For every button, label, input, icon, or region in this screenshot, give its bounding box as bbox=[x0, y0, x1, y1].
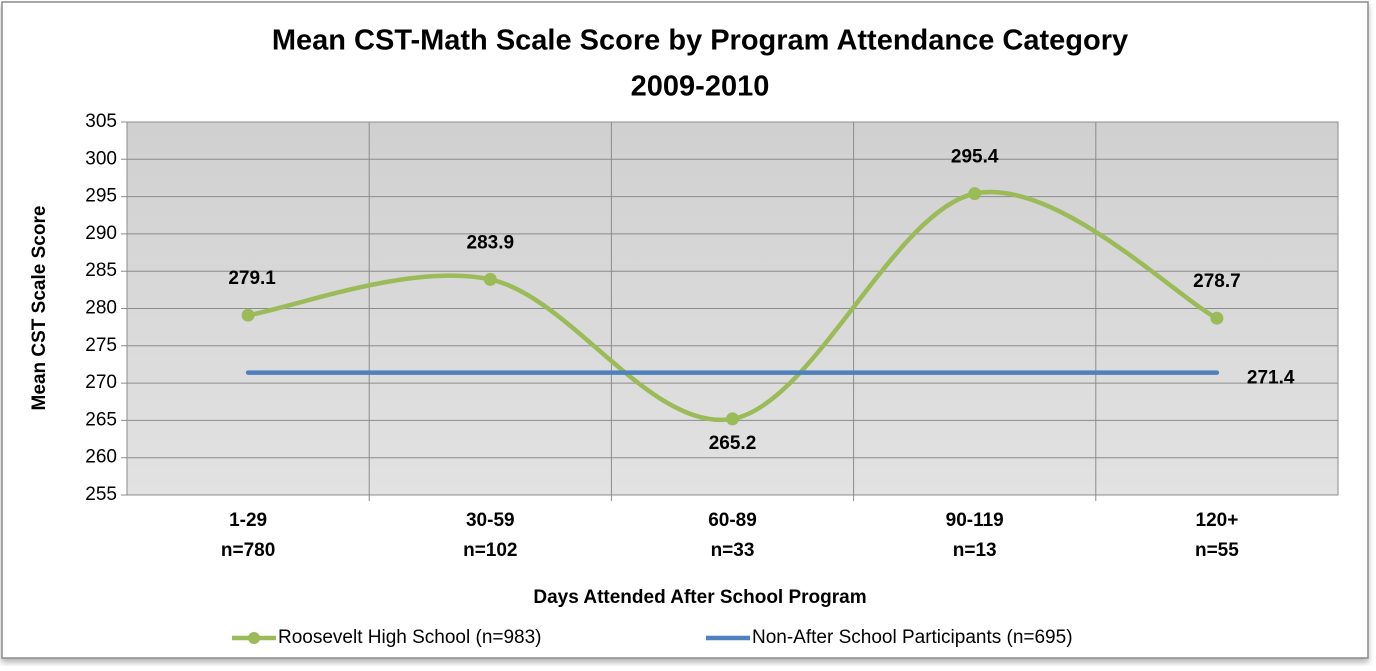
x-tick-label: 30-59 bbox=[466, 510, 515, 531]
legend-label: Non-After School Participants (n=695) bbox=[752, 627, 1073, 648]
y-tick-label: 290 bbox=[85, 223, 117, 244]
y-tick-label: 305 bbox=[85, 111, 117, 132]
legend-label: Roosevelt High School (n=983) bbox=[278, 627, 542, 648]
x-tick-label: 90-119 bbox=[946, 510, 1004, 531]
x-tick-label: n=780 bbox=[221, 540, 275, 561]
y-tick-label: 280 bbox=[85, 298, 117, 319]
data-label: 283.9 bbox=[467, 232, 515, 253]
series-line bbox=[245, 189, 1220, 423]
data-point bbox=[1210, 311, 1224, 325]
x-tick-label: n=33 bbox=[711, 540, 755, 561]
x-tick-label: 1-29 bbox=[229, 510, 267, 531]
x-tick-label: 120+ bbox=[1196, 510, 1239, 531]
data-label: 271.4 bbox=[1247, 368, 1295, 389]
y-tick-label: 255 bbox=[85, 484, 117, 505]
data-label: 278.7 bbox=[1193, 271, 1241, 292]
x-axis-label: Days Attended After School Program bbox=[533, 587, 866, 608]
data-point bbox=[968, 187, 982, 201]
y-axis-label: Mean CST Scale Score bbox=[29, 206, 50, 411]
data-label: 265.2 bbox=[709, 433, 757, 454]
data-point bbox=[483, 272, 497, 286]
x-tick-label: 60-89 bbox=[708, 510, 757, 531]
data-label: 295.4 bbox=[951, 147, 999, 168]
y-tick-label: 295 bbox=[85, 186, 117, 207]
x-tick-label: n=55 bbox=[1195, 540, 1239, 561]
legend-marker bbox=[248, 632, 260, 644]
y-tick-label: 285 bbox=[85, 260, 117, 281]
data-point bbox=[726, 412, 739, 426]
chart-title: 2009-2010 bbox=[631, 71, 770, 103]
y-tick-label: 265 bbox=[85, 409, 117, 430]
y-tick-label: 260 bbox=[85, 447, 117, 468]
data-point bbox=[241, 308, 255, 322]
y-tick-label: 275 bbox=[85, 335, 117, 356]
data-label: 279.1 bbox=[228, 268, 276, 289]
chart-title: Mean CST-Math Scale Score by Program Att… bbox=[272, 25, 1128, 57]
y-tick-label: 270 bbox=[85, 372, 117, 393]
y-tick-label: 300 bbox=[85, 148, 117, 169]
x-tick-label: n=13 bbox=[953, 540, 997, 561]
x-tick-label: n=102 bbox=[463, 540, 517, 561]
